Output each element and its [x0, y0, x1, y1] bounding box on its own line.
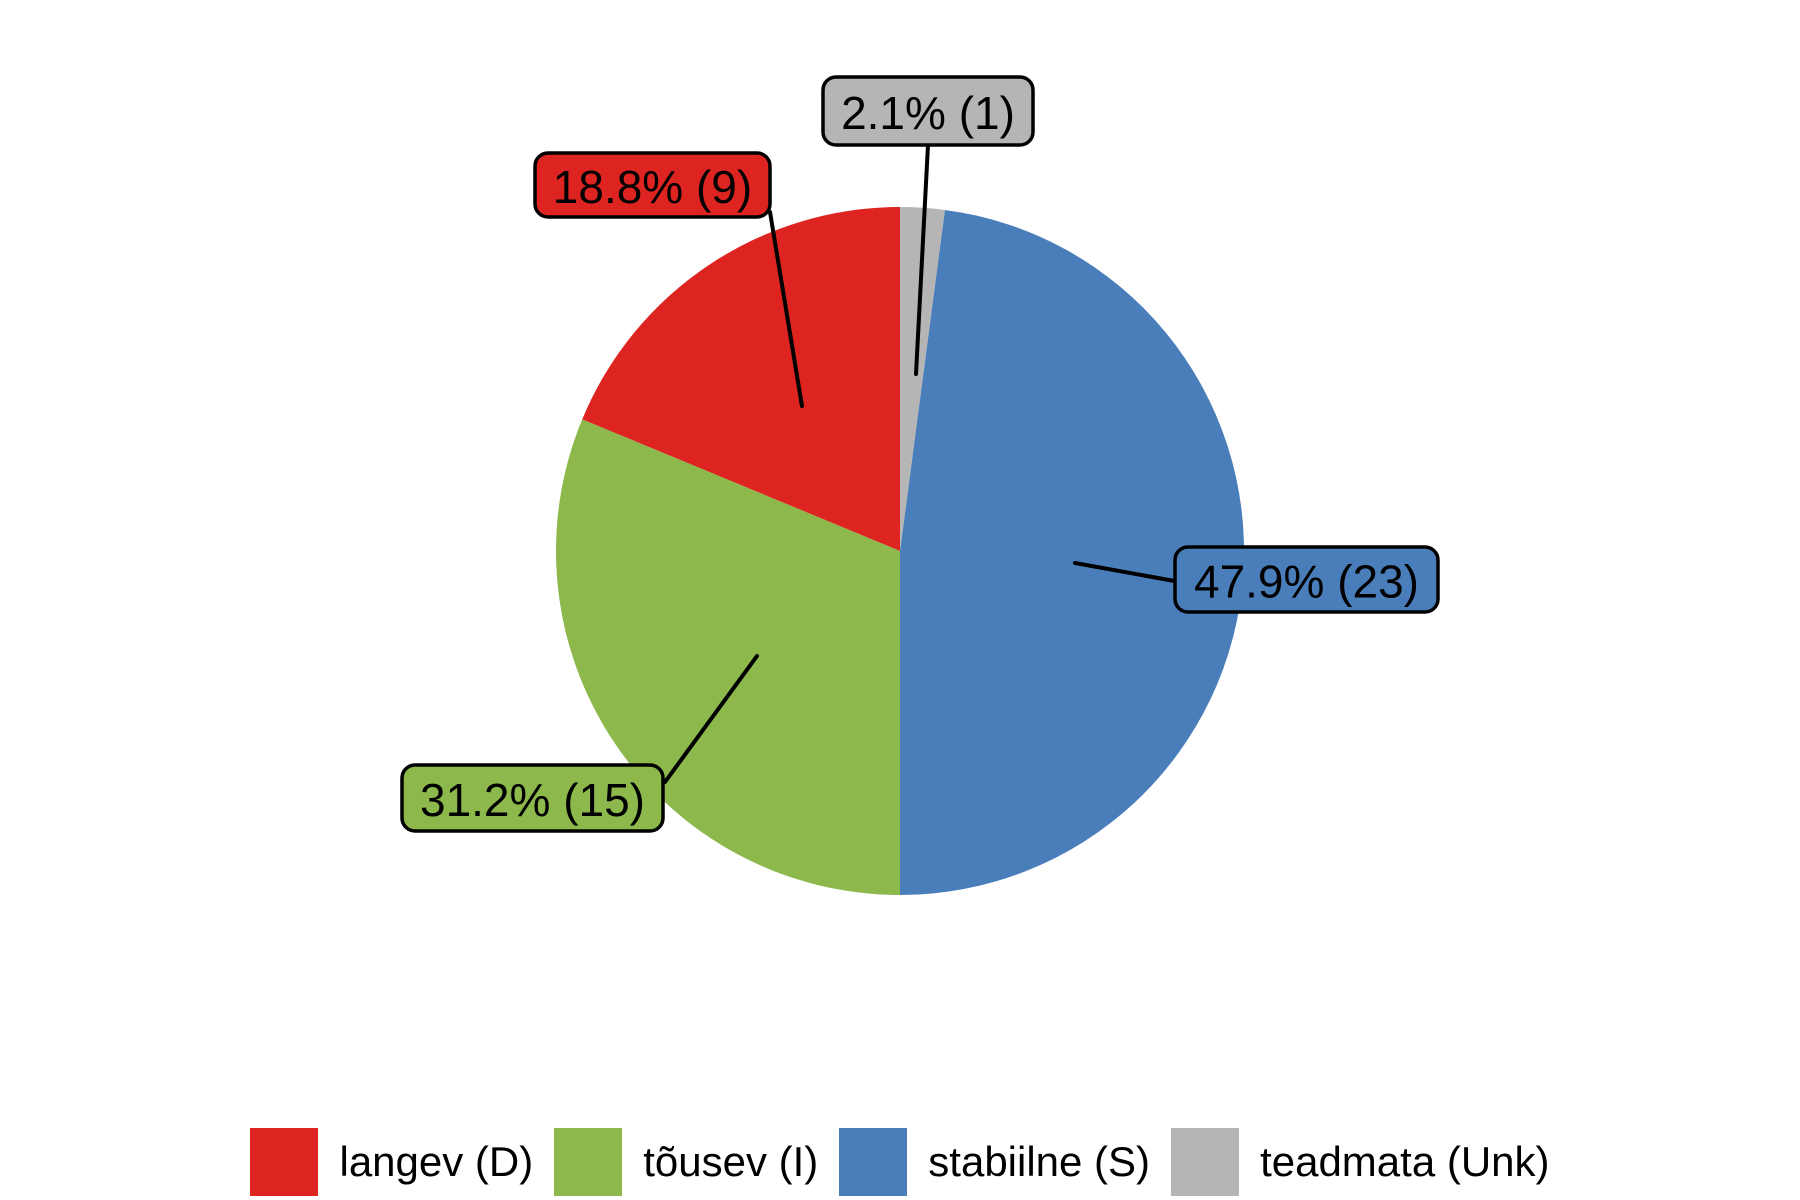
legend-item-0: langev (D)	[250, 1128, 533, 1196]
pie-slice-0	[582, 207, 900, 551]
label-callout-2: 47.9% (23)	[1073, 545, 1440, 614]
label-callout-0: 18.8% (9)	[533, 151, 804, 408]
label-text: 31.2% (15)	[420, 774, 645, 826]
legend: langev (D) tõusev (I) stabiilne (S) teadmat…	[0, 1128, 1800, 1196]
legend-label: teadmata (Unk)	[1260, 1138, 1550, 1185]
label-box	[821, 75, 1035, 147]
label-box	[533, 151, 772, 219]
legend-item-1: tõusev (I)	[554, 1128, 818, 1196]
legend-swatch	[250, 1128, 319, 1196]
leader-line	[1073, 561, 1182, 584]
label-box	[1173, 545, 1440, 614]
legend-swatch	[1171, 1128, 1240, 1196]
pie-slice-2	[900, 209, 1245, 895]
pie-slice-3	[900, 207, 945, 551]
legend-item-2: stabiilne (S)	[839, 1128, 1150, 1196]
legend-swatch	[554, 1128, 623, 1196]
legend-swatch	[839, 1128, 908, 1196]
label-text: 18.8% (9)	[553, 161, 752, 213]
label-box	[400, 763, 665, 833]
label-text: 2.1% (1)	[841, 87, 1015, 139]
leader-line	[768, 210, 804, 408]
label-text: 47.9% (23)	[1194, 556, 1419, 608]
legend-label: tõusev (I)	[643, 1138, 819, 1185]
legend-item-3: teadmata (Unk)	[1171, 1128, 1550, 1196]
label-callout-1: 31.2% (15)	[400, 654, 759, 833]
legend-label: langev (D)	[339, 1138, 534, 1185]
leader-line	[914, 143, 930, 376]
legend-label: stabiilne (S)	[928, 1138, 1151, 1185]
leader-line	[663, 654, 759, 784]
label-callouts: 18.8% (9) 31.2% (15) 47.9% (23) 2.1% (1)	[400, 75, 1440, 833]
label-callout-3: 2.1% (1)	[821, 75, 1035, 376]
